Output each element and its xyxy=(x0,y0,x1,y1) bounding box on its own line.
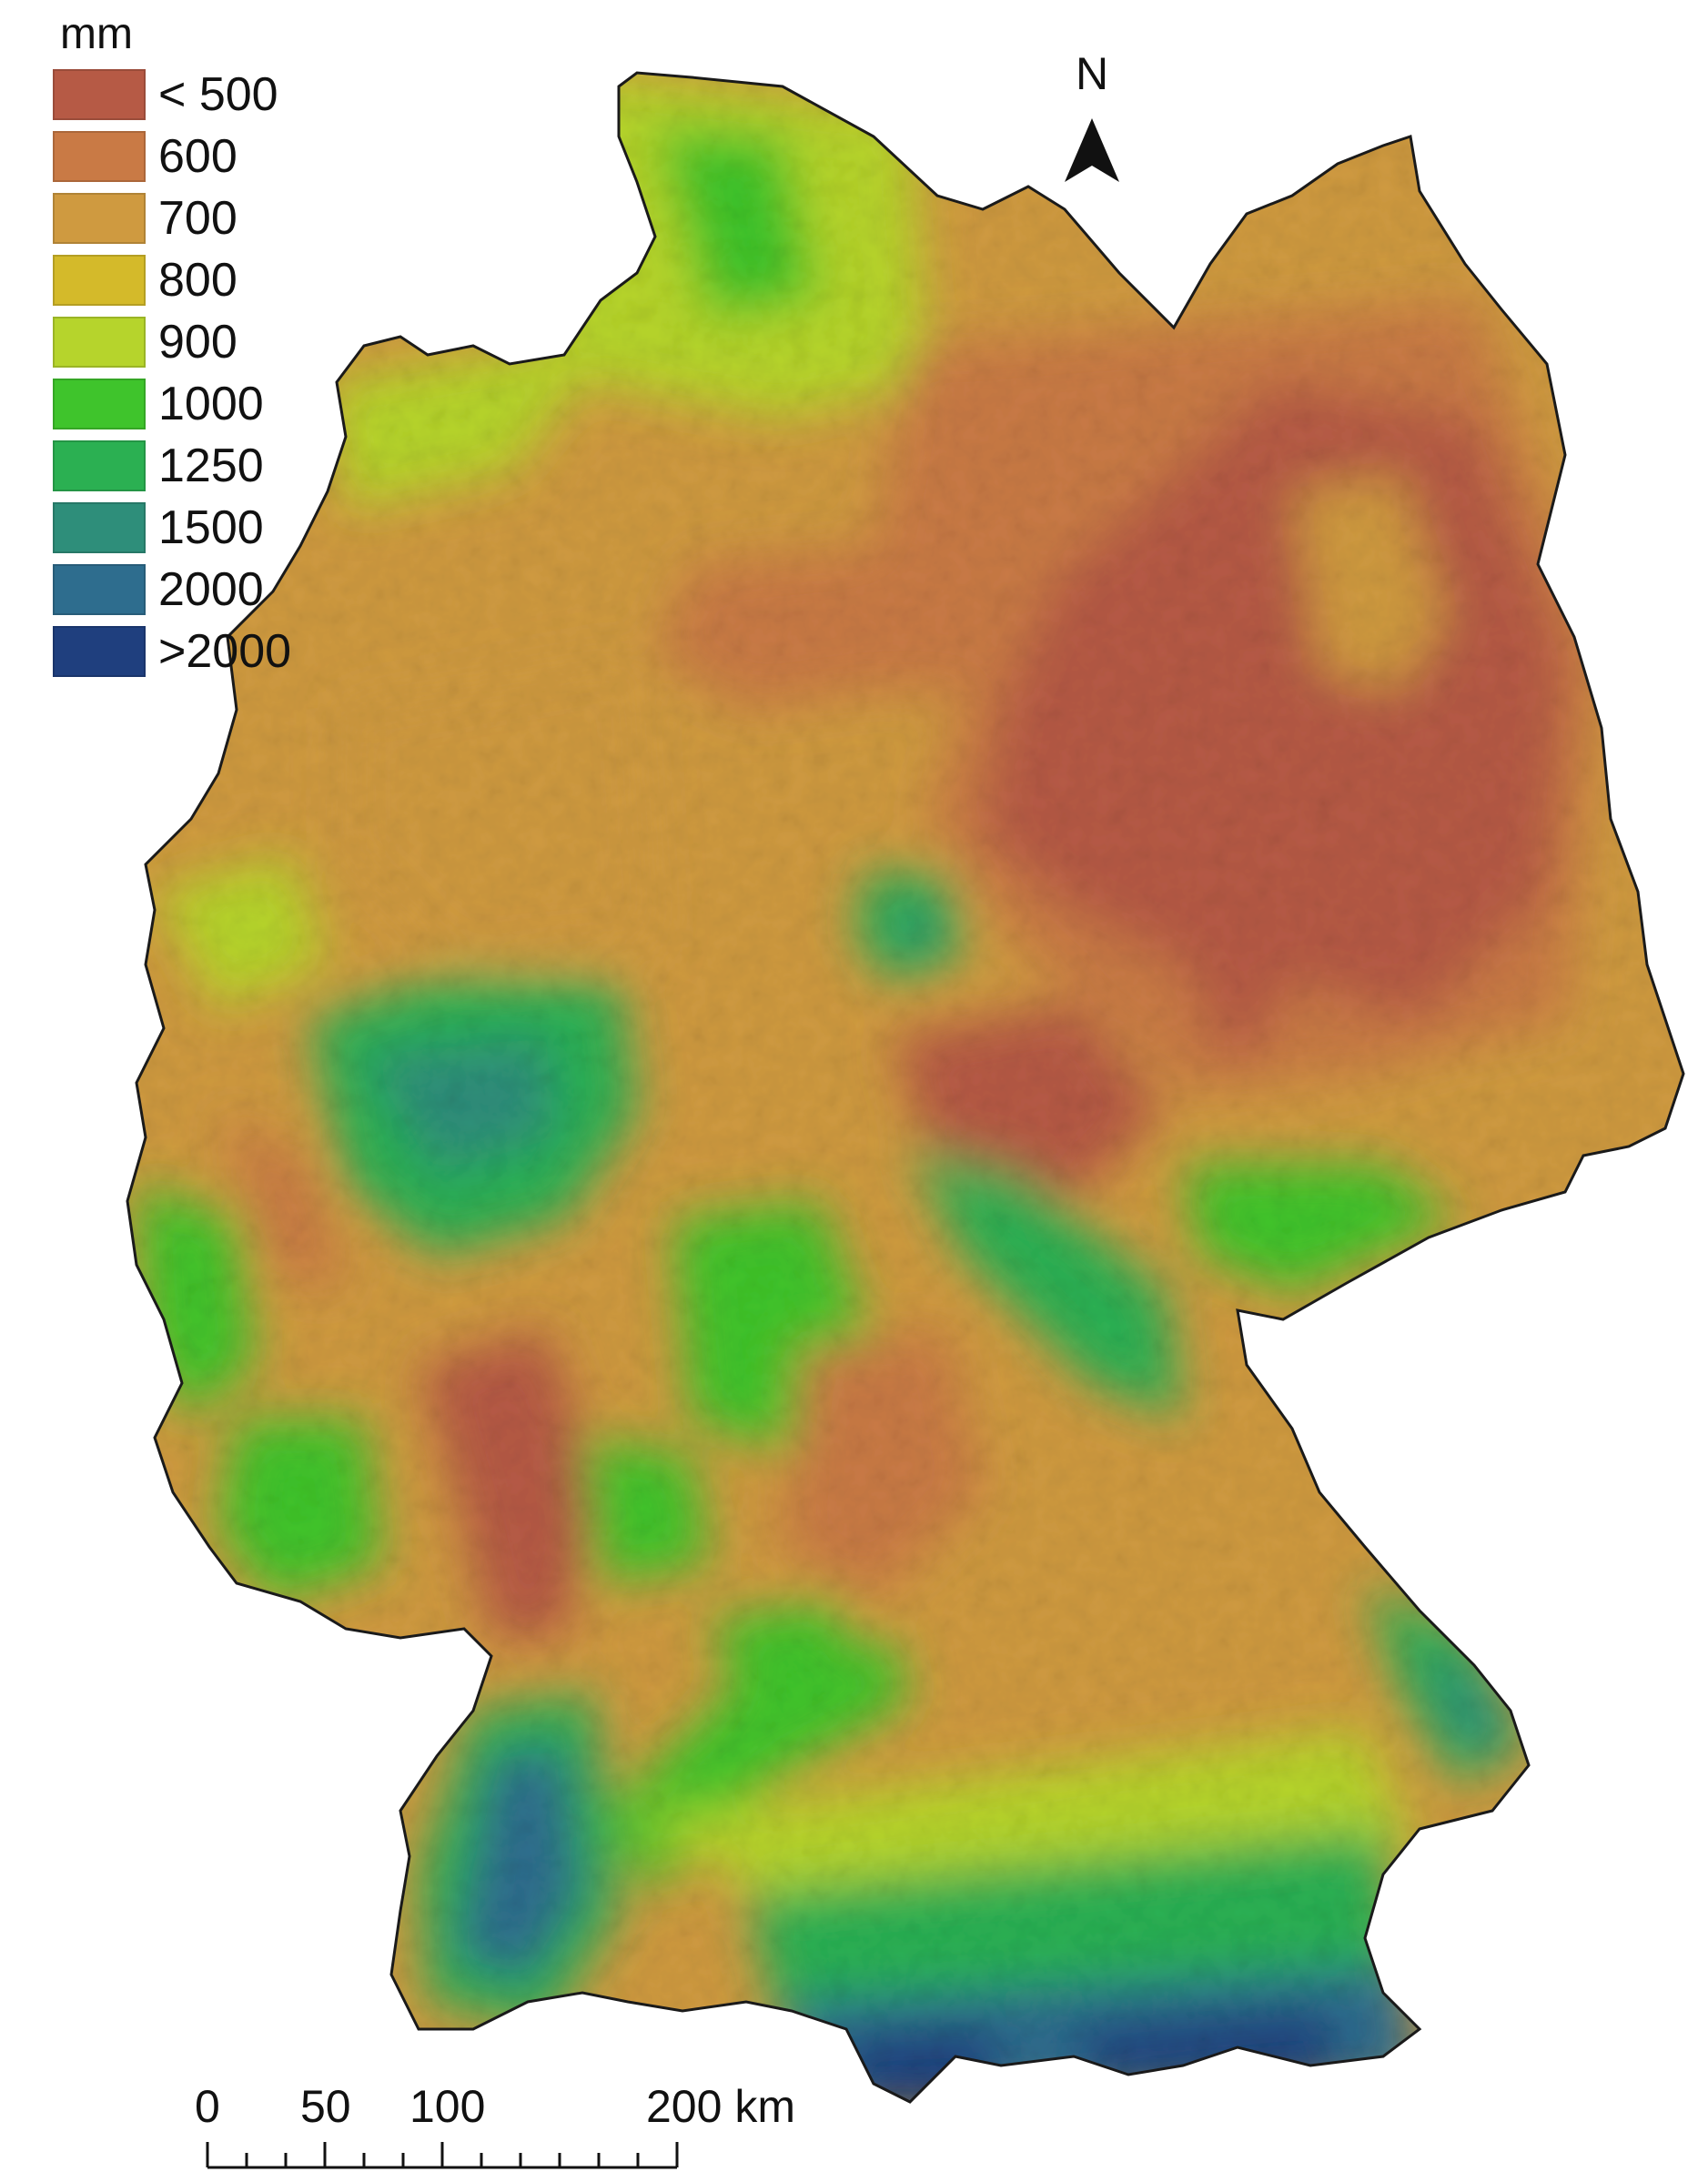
precip-zone-west-600 xyxy=(218,1110,346,1292)
scale-label-100: 100 xyxy=(409,2081,486,2132)
scale-label-200: 200 km xyxy=(646,2081,795,2132)
precip-zone-east-700-pocket xyxy=(1292,473,1447,692)
precip-zone-rhine-valley xyxy=(419,1328,601,1638)
precip-zone-ore-mountains xyxy=(1183,1165,1456,1292)
legend-swatch xyxy=(53,502,146,553)
north-letter: N xyxy=(1075,48,1109,99)
precip-zone-lower-rhine xyxy=(155,855,328,1010)
legend-label: 1500 xyxy=(158,501,264,554)
legend-label: 1250 xyxy=(158,439,264,492)
precip-zone-bavarian-forest-peak xyxy=(1420,1638,1511,1756)
precip-zone-franconia xyxy=(783,1328,983,1601)
legend-item: 1500 xyxy=(53,497,291,559)
legend-label: >2000 xyxy=(158,625,292,678)
north-arrow-icon xyxy=(1065,118,1119,182)
legend-swatch xyxy=(53,626,146,677)
legend-label: 900 xyxy=(158,316,238,369)
legend-item: 600 xyxy=(53,126,291,187)
legend-swatch xyxy=(53,379,146,429)
legend-title: mm xyxy=(60,10,133,58)
legend-label: < 500 xyxy=(158,68,278,121)
legend-swatch xyxy=(53,564,146,615)
north-indicator: N xyxy=(1056,51,1128,96)
precip-zone-muensterland xyxy=(346,655,655,965)
precip-zone-thuringian-forest xyxy=(910,1147,1183,1419)
precip-zone-alps-peak-west xyxy=(837,2029,1001,2102)
legend-swatch xyxy=(53,440,146,491)
legend-swatch xyxy=(53,131,146,182)
legend-swatch xyxy=(53,317,146,368)
legend-item: 1000 xyxy=(53,373,291,435)
legend-item: 700 xyxy=(53,187,291,249)
legend-label: 700 xyxy=(158,192,238,245)
legend-label: 1000 xyxy=(158,378,264,430)
legend-swatch xyxy=(53,69,146,120)
precip-zone-hunsrueck xyxy=(218,1419,382,1601)
legend-rows: < 500 600 700 800 900 1000 1250 1500 2000 >2000 xyxy=(53,64,291,682)
precip-zone-harz-peak xyxy=(896,910,937,951)
legend-item: 1250 xyxy=(53,435,291,497)
legend-label: 800 xyxy=(158,254,238,307)
legend-item: 800 xyxy=(53,249,291,311)
legend-item: 2000 xyxy=(53,559,291,621)
precip-zone-sauerland-core xyxy=(364,1037,555,1174)
precip-zone-black-forest-core xyxy=(455,1747,582,1984)
legend-label: 600 xyxy=(158,130,238,183)
precip-zone-harz-lee xyxy=(892,1001,1165,1201)
precip-zone-jura-north xyxy=(710,1601,855,1711)
legend-swatch xyxy=(53,255,146,306)
legend-item: 900 xyxy=(53,311,291,373)
scale-bar-ticks xyxy=(206,2142,679,2169)
scale-bar: 0 50 100 200 km xyxy=(182,2081,795,2175)
scale-label-50: 50 xyxy=(300,2081,351,2132)
legend-label: 2000 xyxy=(158,563,264,616)
legend: mm < 500 600 700 800 900 1000 1250 1500 2000 >200… xyxy=(53,13,291,682)
legend-item: < 500 xyxy=(53,64,291,126)
scale-label-0: 0 xyxy=(195,2081,220,2132)
legend-item: >2000 xyxy=(53,621,291,682)
precip-zone-schleswig xyxy=(655,127,819,318)
precip-zone-spessart xyxy=(582,1438,710,1583)
legend-swatch xyxy=(53,193,146,244)
